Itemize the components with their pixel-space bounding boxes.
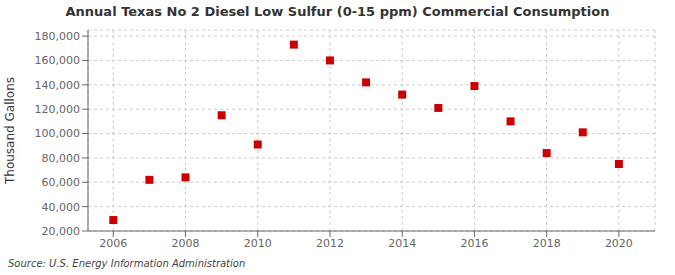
svg-text:2018: 2018 xyxy=(533,237,561,250)
svg-text:60,000: 60,000 xyxy=(42,176,81,189)
svg-text:2006: 2006 xyxy=(99,237,127,250)
svg-text:2014: 2014 xyxy=(388,237,416,250)
svg-text:2010: 2010 xyxy=(244,237,272,250)
svg-text:2012: 2012 xyxy=(316,237,344,250)
svg-text:180,000: 180,000 xyxy=(35,30,81,43)
svg-text:40,000: 40,000 xyxy=(42,201,81,214)
svg-text:140,000: 140,000 xyxy=(35,79,81,92)
svg-text:Thousand Gallons: Thousand Gallons xyxy=(8,77,17,185)
html-text:Source: U.S. Energy Informatio: Source: U.S. Energy Information Administ… xyxy=(8,258,246,269)
html-text:Annual Texas No 2 Diesel Low S: Annual Texas No 2 Diesel Low Sulfur (0-1… xyxy=(65,4,610,19)
svg-text:2020: 2020 xyxy=(605,237,633,250)
svg-text:20,000: 20,000 xyxy=(42,225,81,238)
svg-text:2016: 2016 xyxy=(460,237,488,250)
svg-text:80,000: 80,000 xyxy=(42,152,81,165)
svg-text:100,000: 100,000 xyxy=(35,127,81,140)
svg-text:2008: 2008 xyxy=(172,237,200,250)
svg-text:120,000: 120,000 xyxy=(35,103,81,116)
svg-text:160,000: 160,000 xyxy=(35,54,81,67)
